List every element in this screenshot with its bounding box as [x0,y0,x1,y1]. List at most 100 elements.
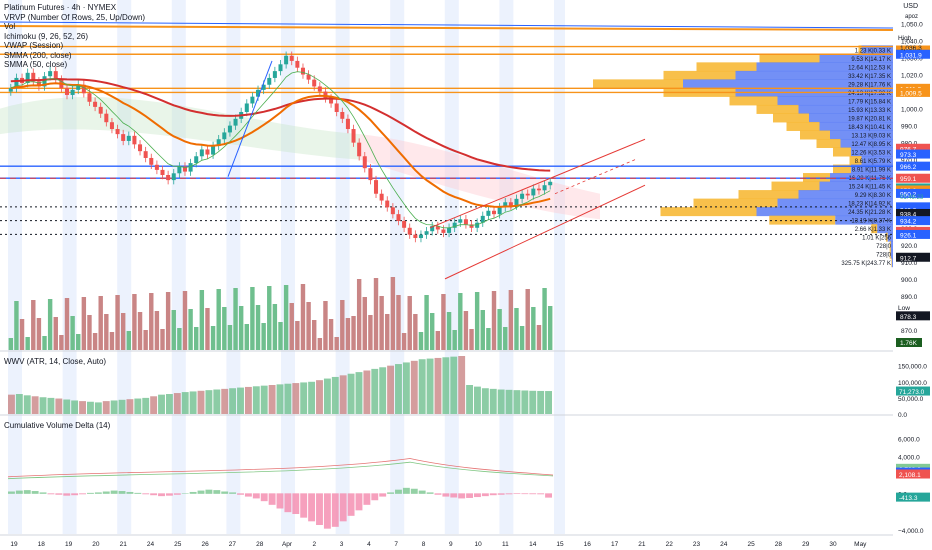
candle [396,214,401,221]
candle [385,200,390,208]
candle [250,96,255,104]
volume-profile-down [771,181,820,191]
volume-bar [177,328,182,350]
wwv-bar [481,388,489,414]
volume-profile-down [800,130,830,140]
wwv-bar [237,387,244,414]
smma-200-line [10,77,551,172]
volume-bar [480,310,485,350]
candle [357,142,362,157]
volume-bar [503,327,508,350]
wwv-bar [418,359,426,414]
wwv-bar [371,368,379,414]
volume-bar [379,296,384,350]
cvd-bar [79,493,86,495]
cvd-bar [31,491,39,494]
wwv-bar [55,398,63,414]
candle [525,193,530,196]
currency-label[interactable]: USD [903,3,918,10]
volume-profile-up [887,232,893,242]
candle [514,198,519,206]
ichimoku-lagging-line [10,71,551,229]
volume-bar [31,300,36,350]
cvd-bar [71,493,79,496]
wwv-bar [213,389,221,414]
candle [497,207,502,215]
volume-profile-label: 12.47 K|8.95 K [851,142,891,148]
volume-bar [210,326,216,350]
time-tick-label: 25 [174,541,182,548]
wwv-bar [252,386,260,414]
legend-indicator-4[interactable]: SMMA (200, close) [4,50,72,60]
volume-profile-down [816,138,841,148]
candle [458,219,463,223]
legend-indicator-0[interactable]: VRVP (Number Of Rows, 25, Up/Down) [4,12,146,22]
candle [154,164,159,170]
time-tick-label: 28 [256,541,264,548]
candle [278,64,283,72]
volume-bar [531,307,536,350]
wwv-bar [221,388,229,414]
candle [368,168,373,181]
candle [329,98,334,104]
wwv-bar [71,400,79,414]
candle [531,188,536,196]
price-badge [896,173,930,183]
candle [93,101,98,107]
candle [289,55,294,61]
legend-indicator-2[interactable]: Ichimoku (9, 26, 52, 26) [4,31,89,41]
price-tick-label: 900.0 [901,277,918,284]
candle [70,89,75,95]
cvd-bar [513,493,521,495]
volume-profile-up [851,147,893,157]
price-badge-label: 950.2 [900,191,917,198]
cvd-bar [47,493,55,495]
volume-profile-down [663,70,736,80]
volume-bar [76,334,81,350]
cvd-title[interactable]: Cumulative Volume Delta (14) [4,421,111,430]
cvd-bar [466,493,474,498]
cvd-bar [165,493,173,496]
legend-indicator-1[interactable]: Vol [4,22,16,31]
legend-indicator-5[interactable]: SMMA (50, close) [4,60,68,69]
candle [109,122,114,130]
cvd-bar [442,493,450,497]
candle [407,227,412,235]
trend-line [0,21,894,29]
volume-profile-label: 2.66 K|1.33 K [855,227,891,233]
cvd-bar [347,493,355,516]
candle [441,229,446,233]
volume-profile-down [693,198,778,208]
volume-profile-label: 15.93 K|13.33 K [848,108,891,114]
volume-bar [514,308,519,350]
wwv-title[interactable]: WWV (ATR, 14, Close, Auto) [4,357,107,366]
candle [418,234,423,239]
candle [300,67,305,75]
legend-indicator-3[interactable]: VWAP (Session) [4,41,64,50]
candle [345,118,350,130]
cvd-pane [7,458,554,529]
cvd-tick-label: −4,000.0 [898,528,924,535]
volume-bar [401,333,407,350]
volume-bar [385,314,390,350]
session-band [171,0,186,534]
cvd-bar [292,493,300,514]
volume-profile-down [769,215,836,225]
cvd-bar [284,493,292,513]
cvd-bar [118,491,126,494]
cvd-bar [426,492,434,494]
candle [486,210,491,216]
wwv-bar [189,391,197,414]
wwv-bar [474,386,481,414]
cvd-bar [221,491,229,494]
volume-bar [98,296,103,350]
wwv-bar [497,389,505,414]
time-tick-label: 20 [92,541,100,548]
volume-bar [469,329,474,350]
high-label: High [898,35,912,42]
candle [362,156,367,169]
cvd-bar [418,490,426,494]
volume-bar [334,337,339,350]
volume-profile-down [858,45,862,55]
volume-profile-up [890,241,893,251]
